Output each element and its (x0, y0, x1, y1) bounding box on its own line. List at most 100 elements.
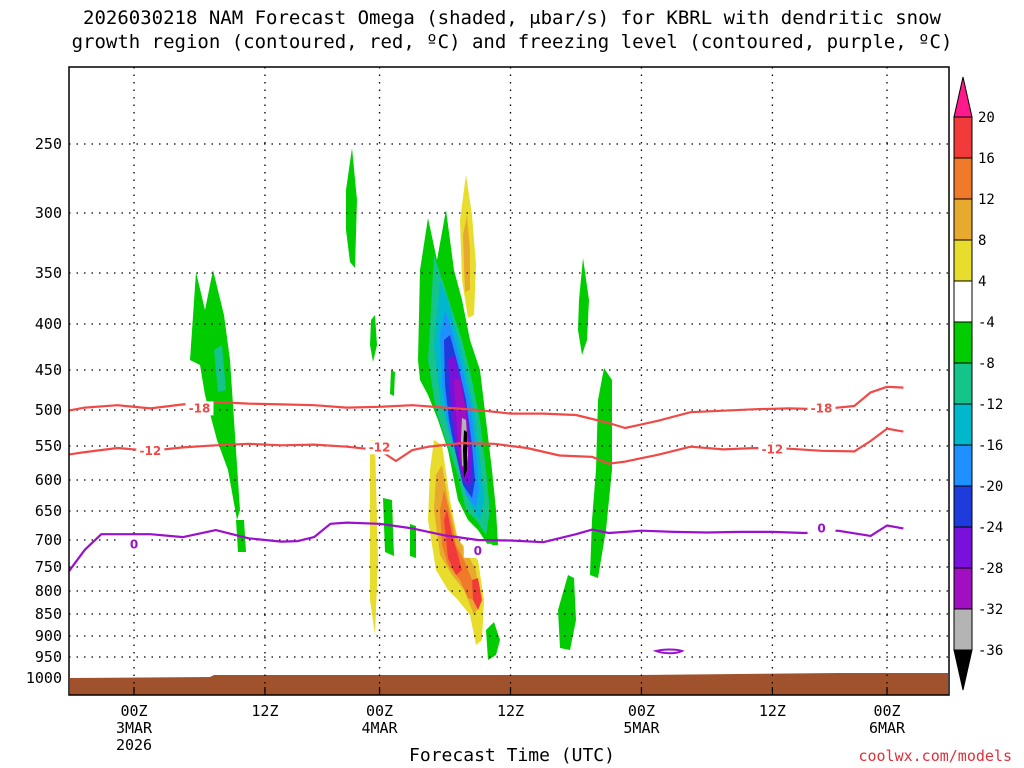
colorbar-label: 20 (978, 110, 995, 126)
credit-link[interactable]: coolwx.com/models (858, 747, 1012, 765)
x-tick-label: 00Z (120, 702, 147, 720)
omega-shading (70, 148, 948, 695)
colorbar-label: -16 (978, 438, 1003, 454)
y-tick-label: 550 (35, 437, 62, 455)
colorbar-label: 12 (978, 192, 995, 208)
omega-region-green-low (486, 622, 500, 660)
x-axis-title: Forecast Time (UTC) (409, 745, 615, 766)
colorbar-label: -12 (978, 397, 1003, 413)
contour-label-bg (185, 401, 214, 416)
colorbar-segment (953, 198, 973, 241)
x-tick-label: 12Z (251, 702, 278, 720)
x-tick-label: 00Z (366, 702, 393, 720)
colorbar-arrow-top (953, 76, 973, 118)
colorbar-label: 16 (978, 151, 995, 167)
colorbar-label: -36 (978, 643, 1003, 659)
terrain-surface (70, 673, 948, 695)
contour-label: -12 (762, 442, 784, 456)
colorbar-label: -4 (978, 315, 995, 331)
omega-region-green-late2 (590, 368, 612, 578)
y-tick-label: 250 (35, 135, 62, 153)
omega-region-green-small3 (383, 498, 394, 556)
omega-region-green-late1 (578, 258, 589, 355)
y-tick-label: 600 (35, 471, 62, 489)
colorbar-segment (953, 239, 973, 282)
omega-region-yellow-left (370, 440, 378, 635)
colorbar-segment (953, 321, 973, 364)
x-tick-label: 00Z (628, 702, 655, 720)
y-tick-label: 900 (35, 627, 62, 645)
x-tick-label: 2026 (116, 736, 152, 754)
colorbar-label: -20 (978, 479, 1003, 495)
x-tick-label: 4MAR (361, 719, 398, 737)
y-tick-label: 850 (35, 605, 62, 623)
y-tick-label: 750 (35, 558, 62, 576)
colorbar-segment (953, 485, 973, 528)
chart-title: 2026030218 NAM Forecast Omega (shaded, μ… (0, 6, 1024, 54)
colorbar-label: -8 (978, 356, 995, 372)
omega-region-green-late3 (558, 575, 576, 650)
colorbar-label: -32 (978, 602, 1003, 618)
y-tick-label: 950 (35, 648, 62, 666)
x-tick-label: 00Z (873, 702, 900, 720)
colorbar-label: 8 (978, 233, 986, 249)
y-tick-label: 800 (35, 582, 62, 600)
y-tick-label: 650 (35, 502, 62, 520)
omega-region-green-small4 (410, 524, 416, 558)
contour-label-bg (136, 443, 165, 458)
omega-region-green-upper (346, 148, 357, 268)
y-tick-label: 700 (35, 531, 62, 549)
colorbar-segment (953, 116, 973, 159)
colorbar-segment (953, 567, 973, 610)
contour-label: 0 (817, 521, 825, 535)
y-axis-labels: 250 300 350 400 450 500 550 600 650 700 750 800 850 9… (26, 135, 62, 687)
x-tick-label: 5MAR (623, 719, 660, 737)
y-tick-label: 350 (35, 264, 62, 282)
y-tick-label: 450 (35, 361, 62, 379)
contour-label: -18 (811, 401, 833, 415)
x-tick-label: 3MAR (116, 719, 153, 737)
colorbar-segment (953, 403, 973, 446)
colorbar-label: 4 (978, 274, 986, 290)
grid-lines (69, 67, 949, 695)
colorbar-label: -28 (978, 561, 1003, 577)
contour-label: -12 (369, 440, 391, 454)
contour-label-bg (807, 401, 836, 416)
contour-label-bg (758, 442, 787, 457)
omega-region-orange-upper (463, 215, 470, 292)
y-tick-label: 400 (35, 315, 62, 333)
colorbar: 20 16 12 8 4 -4 -8 -12 -16 -20 -24 -28 -32 -36 (953, 76, 1003, 691)
y-tick-label: 1000 (26, 669, 62, 687)
omega-region-green-small2 (390, 370, 395, 396)
plot-frame (68, 66, 950, 696)
omega-region-main-core (463, 430, 467, 478)
colorbar-label: -24 (978, 520, 1003, 536)
contour-label: 0 (130, 537, 138, 551)
colorbar-segment (953, 608, 973, 651)
omega-region-green-small1 (370, 315, 377, 362)
colorbar-segment (953, 526, 973, 569)
temperature-contours: -18 -18 -12 -12 -12 0 0 0 (69, 385, 904, 573)
contour-line (69, 521, 904, 573)
contour-label: 0 (474, 544, 482, 558)
colorbar-segment (953, 362, 973, 405)
title-line-1: 2026030218 NAM Forecast Omega (shaded, μ… (83, 7, 941, 29)
omega-region-green-early (190, 270, 240, 520)
contour-label-bg (807, 521, 836, 536)
colorbar-segment (953, 280, 973, 323)
x-tick-label: 6MAR (869, 719, 906, 737)
contour-label-bg (463, 543, 492, 558)
colorbar-segment (953, 444, 973, 487)
title-line-2: growth region (contoured, red, ºC) and f… (71, 31, 953, 53)
contour-label-bg (120, 537, 148, 552)
x-tick-label: 12Z (497, 702, 524, 720)
colorbar-segment (953, 157, 973, 200)
omega-region-purple-small (652, 648, 685, 655)
omega-region-sinking-red (444, 510, 462, 575)
contour-line (69, 385, 904, 430)
y-tick-label: 300 (35, 204, 62, 222)
y-tick-label: 500 (35, 401, 62, 419)
omega-region-teal-early (214, 345, 226, 392)
